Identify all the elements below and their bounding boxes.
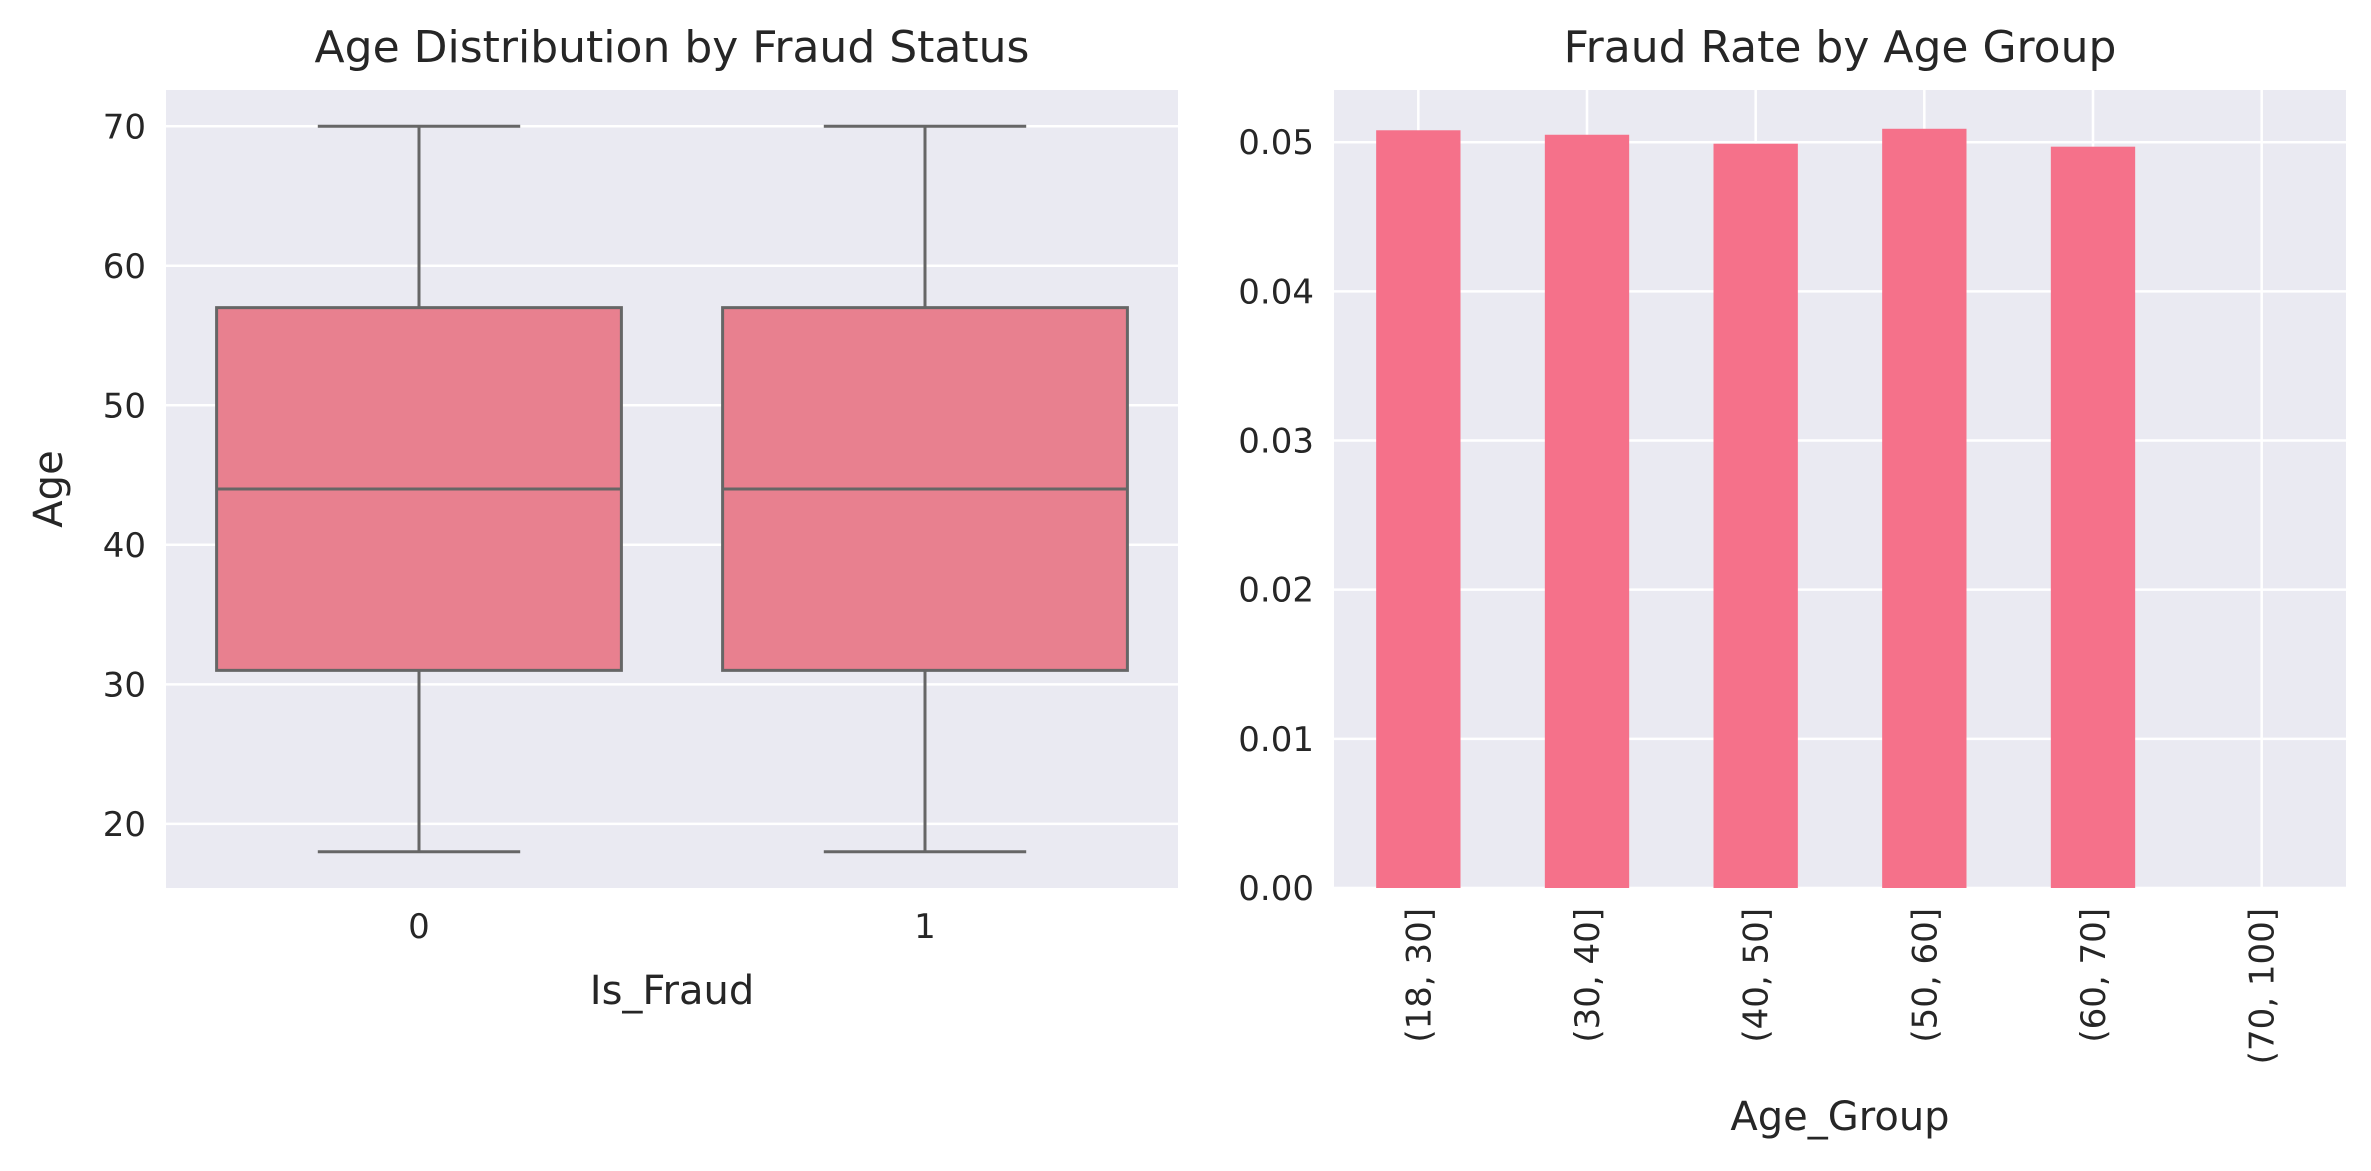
x-tick-label: 1 <box>914 907 936 947</box>
x-axis-label: Is_Fraud <box>590 968 754 1014</box>
bar <box>1713 143 1798 888</box>
y-tick-labels: 20 30 40 50 60 70 <box>103 107 146 845</box>
bars <box>1376 128 2136 889</box>
x-tick-label: (18, 30] <box>1399 908 1439 1043</box>
x-tick-label: (60, 70] <box>2074 908 2114 1043</box>
plot-area-background <box>1334 90 2346 888</box>
fraud-rate-bar-chart: 0.00 0.01 0.02 0.03 0.04 0.05 (18, 30] (30, 40… <box>1238 22 2346 1140</box>
y-tick-label: 0.02 <box>1238 571 1314 611</box>
y-tick-label: 0.03 <box>1238 422 1314 462</box>
x-tick-label: (30, 40] <box>1568 908 1608 1043</box>
bar <box>1376 130 1461 889</box>
y-tick-label: 0.01 <box>1238 720 1314 760</box>
bar <box>2050 146 2136 889</box>
x-tick-label: (70, 100] <box>2243 908 2283 1064</box>
y-tick-label: 40 <box>103 526 146 566</box>
y-tick-label: 30 <box>103 665 146 705</box>
box-0 <box>215 124 623 854</box>
y-tick-label: 20 <box>103 805 146 845</box>
boxes <box>215 124 1129 854</box>
y-tick-label: 50 <box>103 386 146 426</box>
x-tick-label: 0 <box>408 907 430 947</box>
x-tick-label: (40, 50] <box>1737 908 1777 1043</box>
y-tick-label: 0.00 <box>1238 869 1314 909</box>
y-tick-label: 60 <box>103 247 146 287</box>
x-tick-labels: (18, 30] (30, 40] (40, 50] (50, 60] (60, 70]… <box>1399 908 2282 1064</box>
y-tick-label: 0.05 <box>1238 123 1314 163</box>
chart-title: Fraud Rate by Age Group <box>1564 22 2117 73</box>
y-axis-label: Age <box>26 450 72 527</box>
y-tick-label: 70 <box>103 107 146 147</box>
bar <box>1882 128 1967 888</box>
x-axis-label: Age_Group <box>1730 1094 1949 1140</box>
x-tick-label: (50, 60] <box>1905 908 1945 1043</box>
y-tick-labels: 0.00 0.01 0.02 0.03 0.04 0.05 <box>1238 123 1314 909</box>
box-1 <box>721 124 1129 854</box>
chart-title: Age Distribution by Fraud Status <box>315 22 1030 73</box>
y-tick-label: 0.04 <box>1238 272 1314 312</box>
bar <box>1544 134 1630 888</box>
